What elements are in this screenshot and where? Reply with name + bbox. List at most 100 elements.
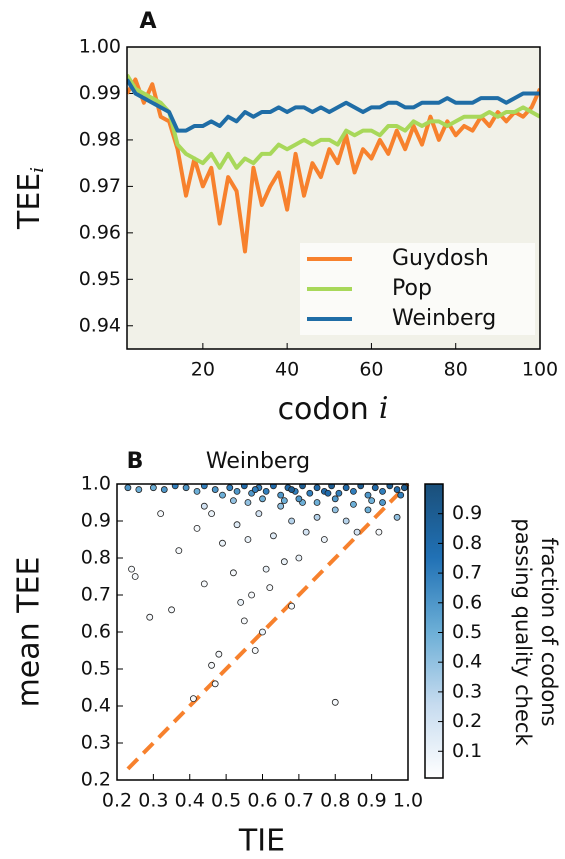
x-tick-label: 20 xyxy=(191,359,215,381)
x-tick-label: 0.9 xyxy=(357,790,387,812)
scatter-point xyxy=(288,602,296,610)
scatter-point xyxy=(306,489,314,497)
colorbar-tick-label: 0.9 xyxy=(452,502,482,524)
y-tick-label: 0.5 xyxy=(81,658,111,680)
scatter-point xyxy=(277,491,285,499)
y-tick-label: 0.7 xyxy=(81,584,111,606)
scatter-point xyxy=(211,486,219,493)
scatter-point xyxy=(313,484,321,492)
scatter-point xyxy=(350,487,357,495)
scatter-point xyxy=(240,484,248,490)
scatter-point xyxy=(379,499,386,506)
scatter-point xyxy=(320,536,328,543)
scatter-point xyxy=(157,510,165,517)
series-line xyxy=(127,73,540,170)
scatter-point xyxy=(313,513,321,521)
x-tick-label: 0.5 xyxy=(211,790,241,812)
scatter-point xyxy=(288,517,296,525)
x-label-text: codon xyxy=(278,392,369,427)
series-line xyxy=(127,77,540,254)
scatter-point xyxy=(229,497,237,505)
y-tick-label: 0.99 xyxy=(79,82,121,104)
scatter-point xyxy=(131,573,139,580)
scatter-point xyxy=(124,484,132,492)
series-line xyxy=(127,78,540,133)
scatter-point xyxy=(135,486,143,493)
scatter-point xyxy=(259,628,266,636)
y-tick-label: 0.3 xyxy=(81,732,111,754)
y-tick-label: 1.00 xyxy=(79,36,121,58)
scatter-point xyxy=(270,532,277,540)
scatter-point xyxy=(200,502,208,510)
y-axis-label: TEEi xyxy=(12,167,49,230)
scatter-point xyxy=(193,487,201,495)
scatter-point xyxy=(259,495,266,503)
scatter-point xyxy=(244,499,252,506)
scatter-point xyxy=(146,613,154,621)
scatter-point xyxy=(368,497,376,505)
colorbar-tick-label: 0.3 xyxy=(452,680,482,702)
colorbar-label: fraction of codons xyxy=(537,537,561,726)
panel-label: B xyxy=(127,449,144,474)
scatter-point xyxy=(208,510,215,517)
scatter-point xyxy=(175,547,183,554)
scatter-point xyxy=(208,661,215,669)
legend-label: Weinberg xyxy=(392,306,496,331)
scatter-point xyxy=(226,484,234,492)
y-tick-label: 0.98 xyxy=(79,128,121,150)
scatter-point xyxy=(270,484,277,490)
y-label-text: TEE xyxy=(12,173,47,230)
x-tick-label: 1.0 xyxy=(393,790,423,812)
legend-label: Pop xyxy=(392,276,432,301)
scatter-point xyxy=(189,695,197,702)
scatter-point xyxy=(262,565,270,573)
scatter-point xyxy=(375,528,383,536)
scatter-point xyxy=(280,497,288,505)
y-label-sub: i xyxy=(27,167,48,173)
colorbar-tick-label: 0.7 xyxy=(452,562,482,584)
scatter-point xyxy=(277,502,285,510)
scatter-point xyxy=(182,484,190,492)
scatter-point xyxy=(357,484,365,490)
x-tick-label: 0.3 xyxy=(138,790,168,812)
x-tick-label: 0.8 xyxy=(320,790,350,812)
x-label-var: i xyxy=(379,391,389,426)
scatter-point xyxy=(168,606,175,614)
scatter-point xyxy=(379,487,386,495)
x-axis-label: TIE xyxy=(238,824,285,859)
plot-frame xyxy=(116,483,409,781)
scatter-point xyxy=(233,521,241,529)
scatter-point xyxy=(364,506,372,514)
colorbar-tick-label: 0.2 xyxy=(452,710,482,732)
scatter-point xyxy=(331,495,339,503)
scatter-point xyxy=(295,495,303,503)
x-tick-label: 0.4 xyxy=(175,790,205,812)
y-axis-label: mean TEE xyxy=(12,557,47,708)
x-tick-label: 80 xyxy=(444,359,468,381)
x-axis-label: codon i xyxy=(278,391,389,427)
panel-label: A xyxy=(139,9,156,34)
scatter-point xyxy=(328,484,336,490)
scatter-point xyxy=(237,599,245,606)
scatter-point xyxy=(266,584,274,591)
colorbar-tick-label: 0.8 xyxy=(452,532,482,554)
scatter-point xyxy=(262,487,270,495)
scatter-point xyxy=(193,525,201,532)
scatter-point xyxy=(350,500,357,508)
y-tick-label: 0.9 xyxy=(81,510,111,532)
colorbar-tick-label: 0.6 xyxy=(452,591,482,613)
scatter-point xyxy=(128,565,135,573)
scatter-point xyxy=(295,554,303,562)
scatter-point xyxy=(251,647,259,654)
scatter-point xyxy=(353,528,361,536)
scatter-point xyxy=(397,491,405,499)
colorbar-tick-label: 0.4 xyxy=(452,651,482,673)
y-tick-label: 0.6 xyxy=(81,621,111,643)
scatter-point xyxy=(342,484,350,492)
scatter-point xyxy=(371,484,379,492)
scatter-point xyxy=(280,558,288,566)
scatter-point xyxy=(393,486,401,493)
plot-frame xyxy=(126,46,541,350)
scatter-point xyxy=(233,487,241,495)
scatter-point xyxy=(244,536,252,543)
